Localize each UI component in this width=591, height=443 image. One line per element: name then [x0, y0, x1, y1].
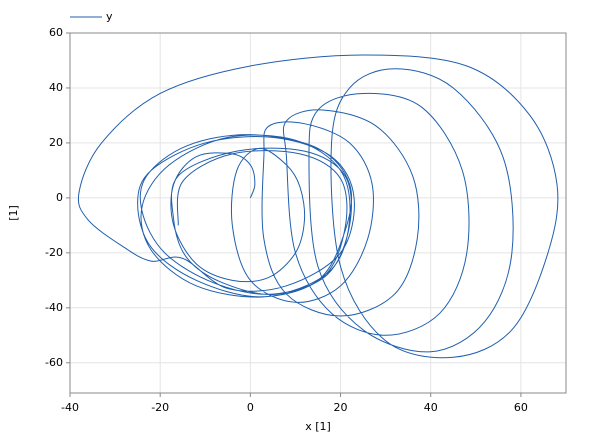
x-tick-label: -40	[61, 401, 79, 414]
x-tick-label: 60	[514, 401, 528, 414]
y-tick-label: 20	[49, 136, 63, 149]
legend-label: y	[106, 10, 113, 23]
y-tick-label: -20	[45, 246, 63, 259]
y-axis-label: [1]	[7, 205, 20, 221]
x-tick-label: 40	[424, 401, 438, 414]
plot	[77, 54, 559, 359]
x-tick-label: 20	[334, 401, 348, 414]
x-tick-label: -20	[151, 401, 169, 414]
y-tick-label: 60	[49, 26, 63, 39]
y-tick-label: 0	[56, 191, 63, 204]
x-axis-label: x [1]	[305, 420, 331, 433]
y-tick-label: -40	[45, 301, 63, 314]
plot-area	[70, 33, 566, 393]
axes: -40 -20 0 20 40 60 -60 -40 -20 0 20 40 60	[45, 26, 528, 414]
plot-frame	[69, 32, 567, 394]
y-tick-label: -60	[45, 356, 63, 369]
line-series	[77, 54, 559, 359]
x-tick-label: 0	[247, 401, 254, 414]
y-tick-label: 40	[49, 81, 63, 94]
